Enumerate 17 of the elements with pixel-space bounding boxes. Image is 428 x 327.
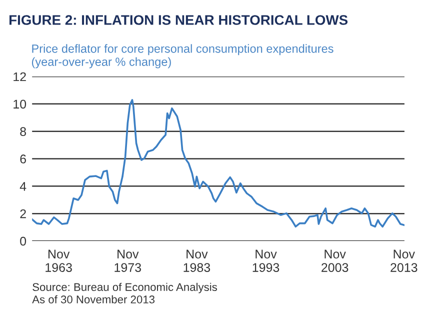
- y-axis-title: Price deflator for core personal consumption expenditures (year-over-year % change): [32, 44, 334, 68]
- chart-title: FIGURE 2: INFLATION IS NEAR HISTORICAL LOWS: [9, 15, 348, 25]
- x-tick-label: Nov 1973: [114, 250, 141, 272]
- x-tick-label: Nov 1963: [46, 250, 72, 272]
- y-tick-label: 4: [20, 182, 26, 191]
- y-tick-label: 12: [14, 72, 26, 82]
- y-tick-label: 8: [20, 127, 26, 136]
- line-series: [32, 99, 404, 228]
- x-tick-label: Nov 2013: [390, 250, 418, 272]
- x-tick-label: Nov 1993: [252, 250, 280, 272]
- y-tick-label: 2: [20, 209, 26, 218]
- y-tick-label: 6: [20, 154, 26, 164]
- x-tick-label: Nov 2003: [322, 250, 348, 272]
- y-tick-label: 10: [14, 100, 26, 109]
- x-tick-label: Nov 1983: [184, 250, 210, 272]
- y-tick-label: 0: [20, 236, 26, 246]
- source-note: Source: Bureau of Economic Analysis As of 30 November 2013: [32, 282, 217, 304]
